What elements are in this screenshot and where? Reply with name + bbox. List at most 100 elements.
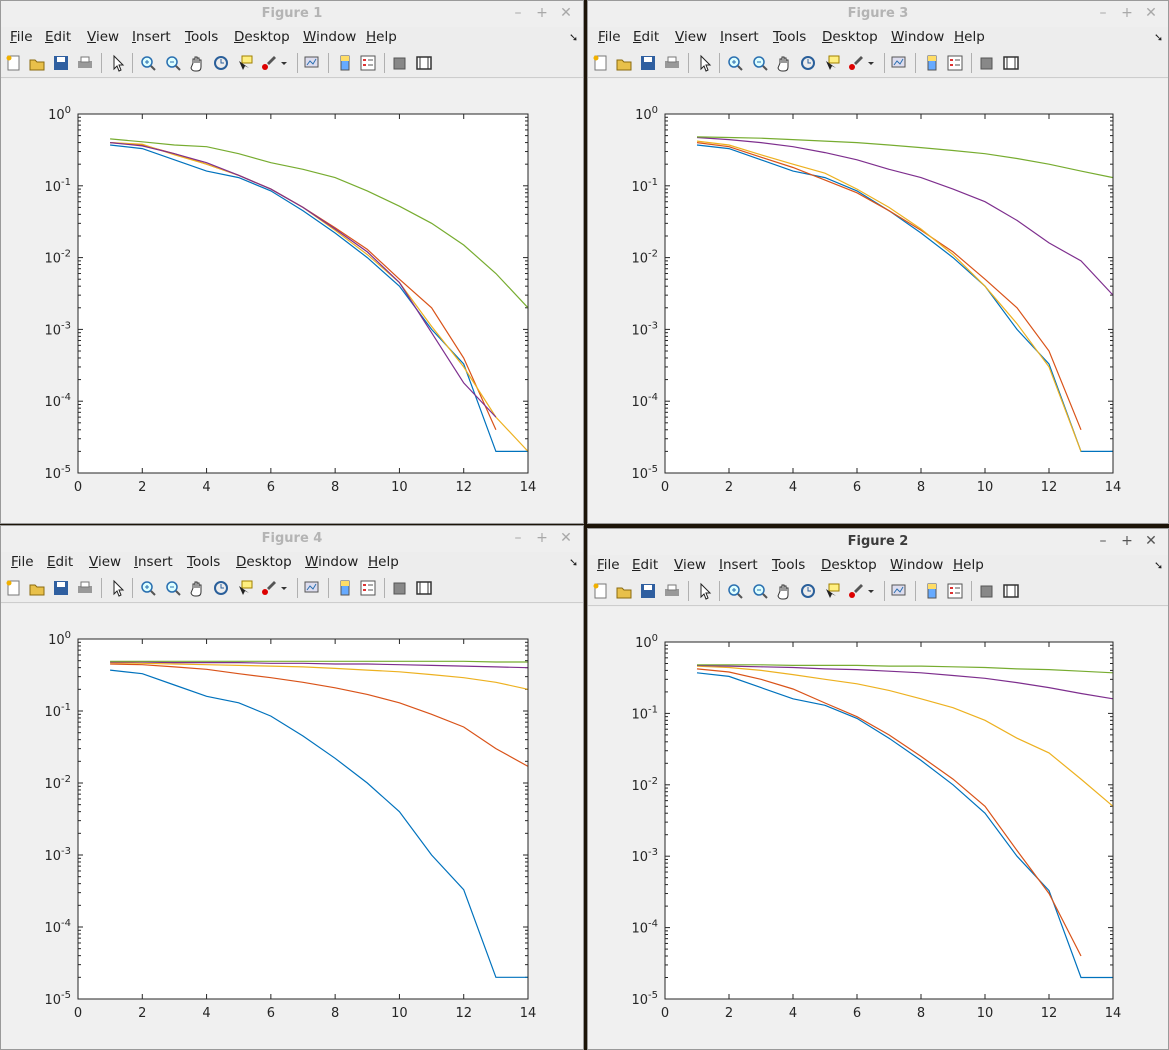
dock-figure-icon[interactable]: ➘ — [569, 556, 579, 569]
menu-help[interactable]: Help — [953, 557, 984, 573]
menu-tools[interactable]: Tools — [773, 29, 807, 45]
maximize-icon[interactable]: + — [1121, 5, 1133, 21]
data-cursor-icon[interactable] — [236, 54, 254, 72]
dock-figure-icon[interactable]: ➘ — [569, 31, 579, 44]
pan-icon[interactable] — [188, 579, 206, 597]
brush-dropdown-icon[interactable] — [867, 54, 875, 72]
show-plot-tools-icon[interactable] — [1002, 54, 1020, 72]
new-figure-icon[interactable] — [592, 582, 610, 600]
brush-dropdown-icon[interactable] — [280, 579, 288, 597]
link-plot-icon[interactable] — [303, 54, 321, 72]
figure-window[interactable]: Figure 2 – + ✕ File Edit View Insert Too… — [587, 528, 1169, 1050]
save-icon[interactable] — [639, 54, 657, 72]
hide-plot-tools-icon[interactable] — [978, 582, 996, 600]
close-icon[interactable]: ✕ — [560, 5, 572, 21]
log-line-plot[interactable]: 0 2 4 6 8 10 12 14 100 10-1 10-2 10-3 10-4 10-5 — [1, 604, 584, 1050]
pan-icon[interactable] — [775, 54, 793, 72]
menu-window[interactable]: Window — [305, 554, 359, 570]
menu-edit[interactable]: Edit — [47, 554, 74, 570]
show-plot-tools-icon[interactable] — [1002, 582, 1020, 600]
print-icon[interactable] — [76, 579, 94, 597]
figure-window[interactable]: Figure 1 – + ✕ File Edit View Insert Too… — [0, 0, 584, 524]
minimize-icon[interactable]: – — [514, 530, 522, 546]
log-line-plot[interactable]: 0 2 4 6 8 10 12 14 100 10-1 10-2 10-3 10-4 10-5 — [588, 607, 1169, 1050]
zoom-in-icon[interactable] — [139, 579, 157, 597]
maximize-icon[interactable]: + — [1121, 533, 1133, 549]
close-icon[interactable]: ✕ — [1145, 533, 1157, 549]
legend-icon[interactable] — [359, 579, 377, 597]
menu-help[interactable]: Help — [954, 29, 985, 45]
colorbar-icon[interactable] — [923, 54, 941, 72]
link-plot-icon[interactable] — [890, 582, 908, 600]
brush-icon[interactable] — [260, 579, 278, 597]
data-cursor-icon[interactable] — [823, 54, 841, 72]
open-file-icon[interactable] — [615, 54, 633, 72]
menu-edit[interactable]: Edit — [632, 557, 659, 573]
menu-insert[interactable]: Insert — [719, 557, 758, 573]
menu-view[interactable]: View — [89, 554, 122, 570]
menu-tools[interactable]: Tools — [185, 29, 219, 45]
zoom-out-icon[interactable] — [751, 54, 769, 72]
title-bar[interactable]: Figure 2 – + ✕ — [588, 529, 1168, 555]
figure-window[interactable]: Figure 4 – + ✕ File Edit View Insert Too… — [0, 525, 584, 1050]
legend-icon[interactable] — [946, 582, 964, 600]
menu-view[interactable]: View — [674, 557, 707, 573]
colorbar-icon[interactable] — [923, 582, 941, 600]
pointer-icon[interactable] — [108, 54, 126, 72]
save-icon[interactable] — [639, 582, 657, 600]
menu-window[interactable]: Window — [890, 557, 944, 573]
menu-window[interactable]: Window — [303, 29, 357, 45]
hide-plot-tools-icon[interactable] — [978, 54, 996, 72]
menu-tools[interactable]: Tools — [772, 557, 806, 573]
zoom-out-icon[interactable] — [164, 579, 182, 597]
menu-view[interactable]: View — [87, 29, 120, 45]
legend-icon[interactable] — [946, 54, 964, 72]
hide-plot-tools-icon[interactable] — [391, 579, 409, 597]
menu-desktop[interactable]: Desktop — [234, 29, 290, 45]
brush-icon[interactable] — [847, 582, 865, 600]
menu-desktop[interactable]: Desktop — [236, 554, 292, 570]
menu-help[interactable]: Help — [368, 554, 399, 570]
close-icon[interactable]: ✕ — [560, 530, 572, 546]
pointer-icon[interactable] — [695, 54, 713, 72]
colorbar-icon[interactable] — [336, 54, 354, 72]
open-file-icon[interactable] — [28, 54, 46, 72]
rotate-3d-icon[interactable] — [212, 54, 230, 72]
minimize-icon[interactable]: – — [514, 5, 522, 21]
link-plot-icon[interactable] — [303, 579, 321, 597]
open-file-icon[interactable] — [615, 582, 633, 600]
menu-file[interactable]: File — [11, 554, 34, 570]
legend-icon[interactable] — [359, 54, 377, 72]
close-icon[interactable]: ✕ — [1145, 5, 1157, 21]
menu-edit[interactable]: Edit — [45, 29, 72, 45]
pan-icon[interactable] — [188, 54, 206, 72]
rotate-3d-icon[interactable] — [799, 582, 817, 600]
zoom-in-icon[interactable] — [726, 582, 744, 600]
dock-figure-icon[interactable]: ➘ — [1154, 31, 1164, 44]
show-plot-tools-icon[interactable] — [415, 54, 433, 72]
pan-icon[interactable] — [775, 582, 793, 600]
maximize-icon[interactable]: + — [536, 530, 548, 546]
hide-plot-tools-icon[interactable] — [391, 54, 409, 72]
brush-dropdown-icon[interactable] — [280, 54, 288, 72]
menu-insert[interactable]: Insert — [132, 29, 171, 45]
menu-desktop[interactable]: Desktop — [821, 557, 877, 573]
zoom-in-icon[interactable] — [726, 54, 744, 72]
save-icon[interactable] — [52, 579, 70, 597]
new-figure-icon[interactable] — [592, 54, 610, 72]
new-figure-icon[interactable] — [5, 54, 23, 72]
menu-insert[interactable]: Insert — [720, 29, 759, 45]
save-icon[interactable] — [52, 54, 70, 72]
menu-help[interactable]: Help — [366, 29, 397, 45]
new-figure-icon[interactable] — [5, 579, 23, 597]
pointer-icon[interactable] — [695, 582, 713, 600]
data-cursor-icon[interactable] — [823, 582, 841, 600]
zoom-out-icon[interactable] — [751, 582, 769, 600]
brush-dropdown-icon[interactable] — [867, 582, 875, 600]
dock-figure-icon[interactable]: ➘ — [1154, 559, 1164, 572]
rotate-3d-icon[interactable] — [799, 54, 817, 72]
figure-window[interactable]: Figure 3 – + ✕ File Edit View Insert Too… — [587, 0, 1169, 524]
menu-view[interactable]: View — [675, 29, 708, 45]
minimize-icon[interactable]: – — [1099, 5, 1107, 21]
pointer-icon[interactable] — [108, 579, 126, 597]
